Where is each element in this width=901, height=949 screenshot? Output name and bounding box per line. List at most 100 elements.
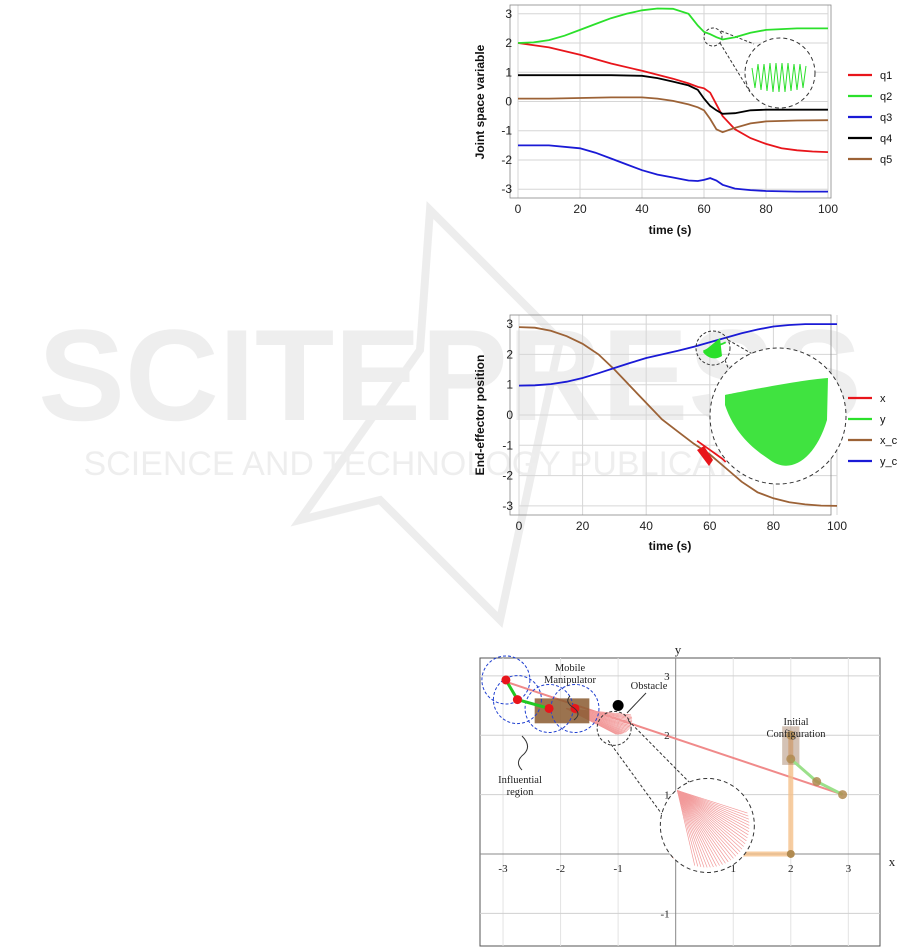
x-tick-label: 40	[635, 202, 649, 216]
sweep-zoom-line-2	[607, 740, 668, 822]
y-tick-label: -3	[502, 499, 513, 513]
initial-joint	[786, 730, 796, 740]
final-joint	[501, 675, 511, 685]
zoom-sweep-line	[677, 790, 729, 863]
final-joint	[512, 695, 522, 705]
zoom-sweep-line	[677, 790, 720, 866]
x-tick-label: 100	[827, 519, 847, 533]
workspace-xlabel: x	[889, 854, 896, 869]
workspace-x-tick: -1	[614, 863, 623, 875]
x-tick-label: 60	[697, 202, 711, 216]
zoom-sweep-line	[677, 790, 708, 868]
legend-label-q4: q4	[880, 133, 892, 145]
y-tick-label: 2	[506, 347, 513, 361]
legend-label-q2: q2	[880, 91, 892, 103]
influential-region	[550, 683, 600, 733]
workspace-scene	[481, 655, 848, 873]
zoom-sweep-line	[677, 790, 723, 865]
workspace-y-tick: 2	[664, 730, 670, 742]
y-tick-label: 0	[505, 95, 512, 109]
joint-zoom-line-1	[720, 30, 755, 45]
joint-chart-legend: q1 q2 q3 q4 q5	[848, 70, 892, 166]
workspace-x-tick: 1	[730, 863, 736, 875]
zoom-sweep-line	[677, 790, 748, 814]
base-corner-point	[786, 849, 795, 858]
series-line-q1	[517, 42, 829, 153]
joint-chart-ylabel: Joint space variable	[473, 44, 487, 159]
influential-region-label: region	[507, 787, 535, 798]
zoom-sweep-line	[677, 790, 750, 833]
zoom-sweep-line	[677, 790, 744, 847]
series-line-x_c	[518, 326, 838, 507]
series-line-y_c	[518, 323, 837, 387]
zoom-sweep-line	[677, 790, 711, 868]
influential-region-pointer	[518, 735, 528, 771]
y-tick-label: 2	[505, 36, 512, 50]
x-tick-label: 0	[515, 202, 522, 216]
zoom-sweep-line	[677, 790, 702, 868]
ee-chart-legend: xy x_c y_c	[848, 393, 898, 468]
mobile-manipulator-label: Mobile	[555, 663, 586, 674]
zoom-sweep-line	[677, 790, 747, 842]
influential-region	[492, 675, 542, 725]
zoom-sweep-line	[677, 790, 748, 839]
zoom-sweep-line	[677, 790, 750, 826]
zoom-sweep-line	[677, 790, 741, 852]
workspace-y-tick: 3	[664, 671, 670, 683]
zoom-sweep-line	[677, 790, 699, 867]
joint-zoom-circle	[744, 37, 816, 109]
mobile-manipulator-pointer	[567, 695, 579, 721]
y-tick-label: -1	[502, 438, 513, 452]
x-tick-label: 20	[573, 202, 587, 216]
workspace-ylabel: y	[675, 642, 682, 657]
x-tick-label: 100	[818, 202, 838, 216]
ee-chart-ylabel: End-effector position	[473, 355, 487, 476]
y-tick-label: 1	[505, 65, 512, 79]
final-joint	[544, 703, 554, 713]
influential-region-label: Influential	[498, 775, 542, 786]
initial-joint	[838, 790, 848, 800]
x-tick-label: 60	[703, 519, 717, 533]
joint-chart-frame	[509, 4, 832, 199]
sweep-zoom-source	[596, 710, 632, 746]
joint-chart-xlabel: time (s)	[649, 223, 692, 237]
ee-zoom-fill	[725, 378, 828, 466]
initial-configuration-label: Configuration	[767, 729, 827, 740]
obstacle-pointer	[626, 692, 647, 714]
workspace-x-tick: -3	[498, 863, 508, 875]
ee-y-band	[703, 338, 722, 359]
zoom-sweep-line	[677, 790, 749, 820]
initial-joint	[786, 754, 796, 764]
initial-configuration-label: Initial	[783, 717, 808, 728]
legend-label-y_c: y_c	[880, 456, 898, 468]
ee-zoom-inset	[695, 330, 847, 485]
workspace-y-tick: -1	[661, 908, 670, 920]
workspace-x-tick: 2	[788, 863, 794, 875]
y-tick-label: 1	[506, 378, 513, 392]
final-base	[534, 698, 590, 724]
series-line-q4	[518, 74, 828, 115]
end-effector-chart: 0 20 40 60 80 100 3 2 1 0 -1 -2 -3 time (s) End-effe…	[473, 314, 898, 553]
joint-zoom-inset	[703, 27, 816, 109]
zoom-sweep-line	[677, 790, 737, 857]
zoom-sweep-line	[677, 790, 743, 850]
legend-label-x_c: x_c	[880, 435, 898, 447]
mobile-manipulator-label: Manipulator	[544, 675, 596, 686]
x-tick-label: 20	[576, 519, 590, 533]
series-line-x	[696, 440, 727, 463]
zoom-sweep-line	[677, 790, 734, 859]
series-line-q3	[518, 144, 828, 193]
legend-label-x: x	[880, 393, 886, 405]
obstacle-point	[612, 700, 624, 712]
x-tick-label: 80	[767, 519, 781, 533]
sweep-zoom-circle	[659, 777, 755, 873]
ee-zoom-line-1	[727, 339, 757, 357]
x-tick-label: 0	[516, 519, 523, 533]
joint-zoom-line-2	[719, 42, 751, 93]
series-line-q2	[517, 7, 828, 44]
y-tick-label: 3	[505, 7, 512, 21]
zoom-sweep-line	[677, 790, 717, 867]
y-tick-label: -1	[501, 124, 512, 138]
joint-zoom-oscillation	[751, 62, 807, 93]
